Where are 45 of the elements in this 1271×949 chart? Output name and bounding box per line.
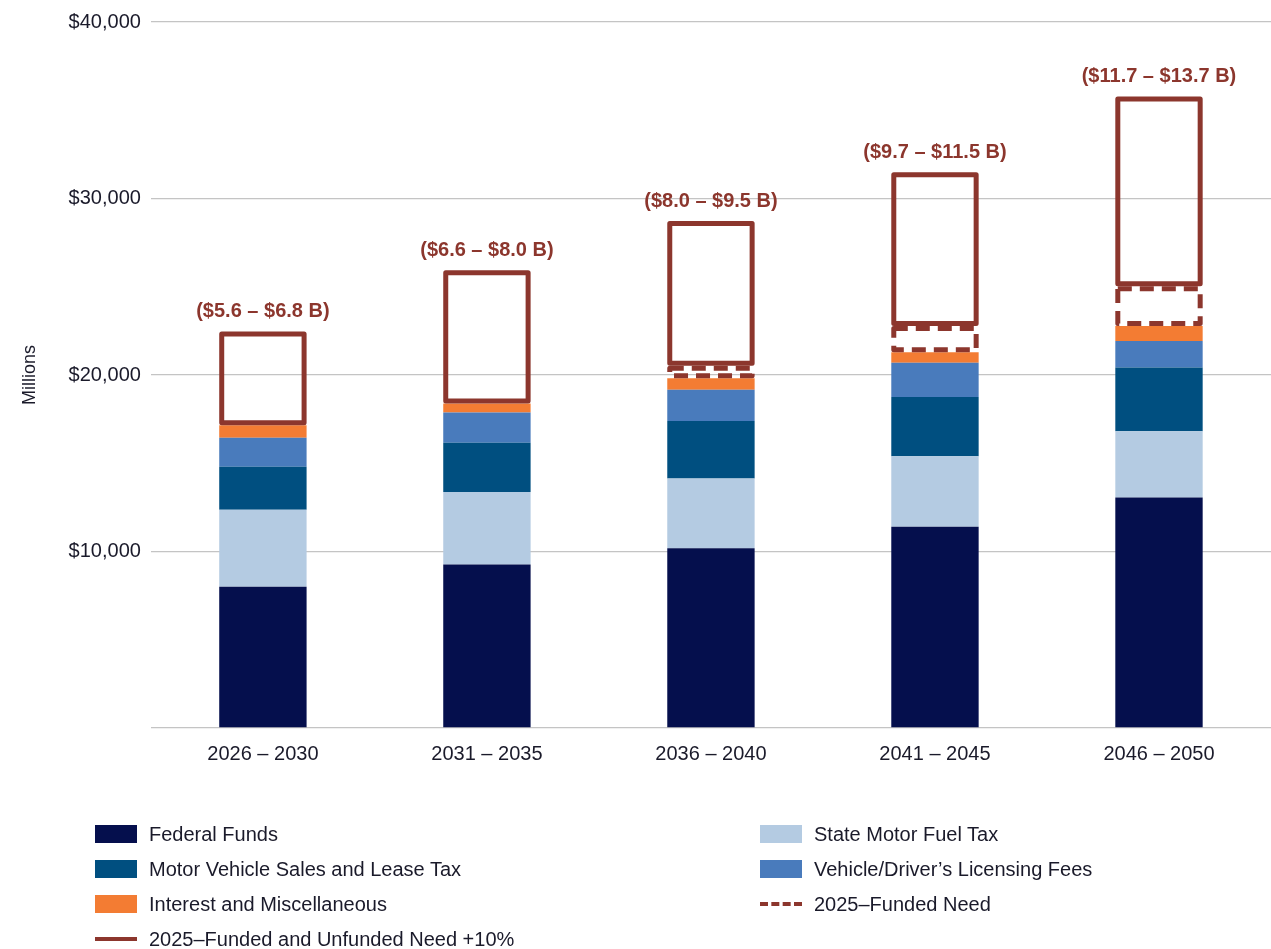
annotation: ($5.6 – $6.8 B): [196, 299, 330, 322]
x-tick-label: 2041 – 2045: [879, 741, 991, 764]
bar: [219, 437, 307, 467]
bar: [1115, 325, 1203, 341]
bar: [667, 389, 755, 421]
y-axis-title: Millions: [18, 344, 39, 406]
bar: [219, 509, 307, 587]
bar: [891, 396, 979, 457]
bar: [1115, 367, 1203, 432]
bar: [443, 403, 531, 413]
bar: [443, 442, 531, 493]
bar: [891, 526, 979, 728]
legend-label: 2025–Funded and Unfunded Need +10%: [149, 927, 515, 949]
x-tick-label: 2036 – 2040: [655, 741, 767, 764]
bar: [219, 586, 307, 728]
y-tick-label: $30,000: [68, 186, 141, 209]
bar: [219, 425, 307, 438]
x-tick-label: 2046 – 2050: [1103, 741, 1215, 764]
bar: [891, 362, 979, 397]
legend-label: Motor Vehicle Sales and Lease Tax: [149, 857, 462, 881]
bar: [667, 548, 755, 728]
legend-label: 2025–Funded Need: [814, 892, 991, 916]
bar: [443, 412, 531, 443]
y-tick-label: $20,000: [68, 362, 141, 385]
bar: [1115, 431, 1203, 498]
bar: [667, 420, 755, 479]
legend-label: Interest and Miscellaneous: [149, 892, 387, 916]
legend-label: Vehicle/Driver’s Licensing Fees: [814, 857, 1093, 881]
bar: [1115, 340, 1203, 368]
bar: [667, 478, 755, 549]
y-tick-label: $10,000: [68, 539, 141, 562]
bar: [891, 456, 979, 527]
legend-label: State Motor Fuel Tax: [814, 822, 999, 846]
bar: [443, 492, 531, 565]
annotation: ($6.6 – $8.0 B): [420, 237, 554, 260]
annotation: ($11.7 – $13.7 B): [1081, 64, 1237, 86]
legend-label: Federal Funds: [149, 822, 278, 846]
bar: [219, 466, 307, 510]
y-tick-label: $40,000: [68, 9, 141, 32]
x-tick-label: 2031 – 2035: [431, 741, 543, 764]
annotation: ($9.7 – $11.5 B): [863, 139, 1007, 162]
annotation: ($8.0 – $9.5 B): [644, 188, 778, 211]
x-tick-label: 2026 – 2030: [207, 741, 319, 764]
bar: [1115, 497, 1203, 728]
bar: [443, 564, 531, 728]
